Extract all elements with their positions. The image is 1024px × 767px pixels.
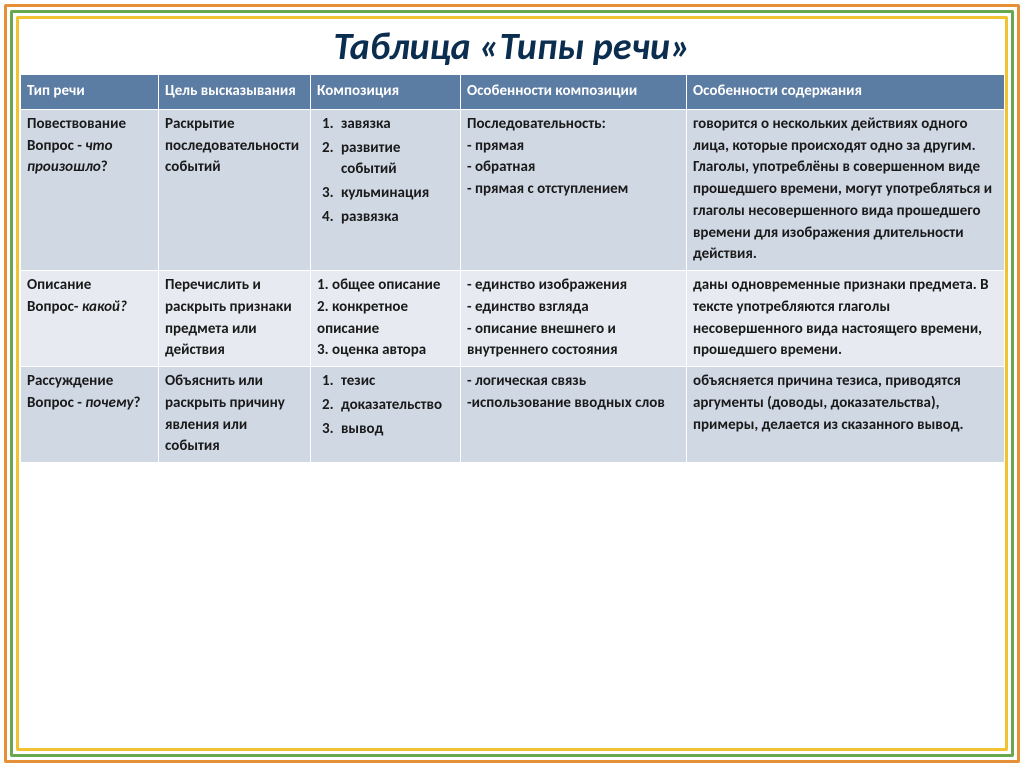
table-row: Описание Вопрос- какой? Перечислить и ра… — [21, 271, 1005, 367]
question-label: Вопрос - — [27, 137, 85, 155]
col-header: Цель высказывания — [159, 75, 311, 110]
table-header-row: Тип речи Цель высказывания Композиция Ос… — [21, 75, 1005, 110]
cell-goal: Раскрытие последовательности событий — [159, 109, 311, 270]
feat-comp-body: - логическая связь -использование вводны… — [467, 372, 665, 412]
cell-type: Описание Вопрос- какой? — [21, 271, 159, 367]
col-header: Тип речи — [21, 75, 159, 110]
cell-composition: тезис доказательство вывод — [311, 367, 461, 463]
composition-list: тезис доказательство вывод — [317, 371, 454, 440]
cell-goal: Объяснить или раскрыть причину явления и… — [159, 367, 311, 463]
comp-item: тезис — [337, 371, 454, 393]
type-name: Описание — [27, 276, 91, 294]
question-text: почему — [85, 394, 133, 412]
comp-item: кульминация — [337, 183, 454, 205]
cell-goal: Перечислить и раскрыть признаки предмета… — [159, 271, 311, 367]
question-mark: ? — [134, 394, 141, 412]
cell-composition: завязка развитие событий кульминация раз… — [311, 109, 461, 270]
comp-item: развитие событий — [337, 138, 454, 182]
comp-item: развязка — [337, 207, 454, 229]
feat-comp-body: - единство изображения - единство взгляд… — [467, 276, 627, 359]
col-header: Особенности содержания — [687, 75, 1005, 110]
question-text: какой? — [82, 298, 127, 316]
comp-item: завязка — [337, 114, 454, 136]
cell-composition: 1. общее описание 2. конкретное описание… — [311, 271, 461, 367]
type-name: Повествование — [27, 115, 126, 133]
feat-comp-head: Последовательность: — [467, 115, 606, 133]
speech-types-table: Тип речи Цель высказывания Композиция Ос… — [20, 74, 1005, 463]
table-row: Повествование Вопрос - что произошло? Ра… — [21, 109, 1005, 270]
cell-feat-content: объясняется причина тезиса, приводятся а… — [687, 367, 1005, 463]
col-header: Особенности композиции — [461, 75, 687, 110]
comp-item: вывод — [337, 419, 454, 441]
cell-feat-content: говорится о нескольких действиях одного … — [687, 109, 1005, 270]
comp-item: 3. оценка автора — [317, 340, 454, 362]
composition-list: завязка развитие событий кульминация раз… — [317, 114, 454, 229]
page-title: Таблица «Типы речи» — [0, 24, 1024, 70]
feat-comp-body: - прямая - обратная - прямая с отступлен… — [467, 137, 628, 199]
type-name: Рассуждение — [27, 372, 113, 390]
cell-feat-comp: Последовательность: - прямая - обратная … — [461, 109, 687, 270]
comp-item: 1. общее описание — [317, 275, 454, 297]
cell-type: Повествование Вопрос - что произошло? — [21, 109, 159, 270]
cell-feat-content: даны одновременные признаки предмета. В … — [687, 271, 1005, 367]
question-label: Вопрос - — [27, 394, 85, 412]
question-label: Вопрос- — [27, 298, 82, 316]
table-row: Рассуждение Вопрос - почему? Объяснить и… — [21, 367, 1005, 463]
comp-item: 2. конкретное описание — [317, 297, 454, 341]
question-mark: ? — [101, 158, 108, 176]
cell-feat-comp: - логическая связь -использование вводны… — [461, 367, 687, 463]
cell-feat-comp: - единство изображения - единство взгляд… — [461, 271, 687, 367]
col-header: Композиция — [311, 75, 461, 110]
cell-type: Рассуждение Вопрос - почему? — [21, 367, 159, 463]
comp-item: доказательство — [337, 395, 454, 417]
